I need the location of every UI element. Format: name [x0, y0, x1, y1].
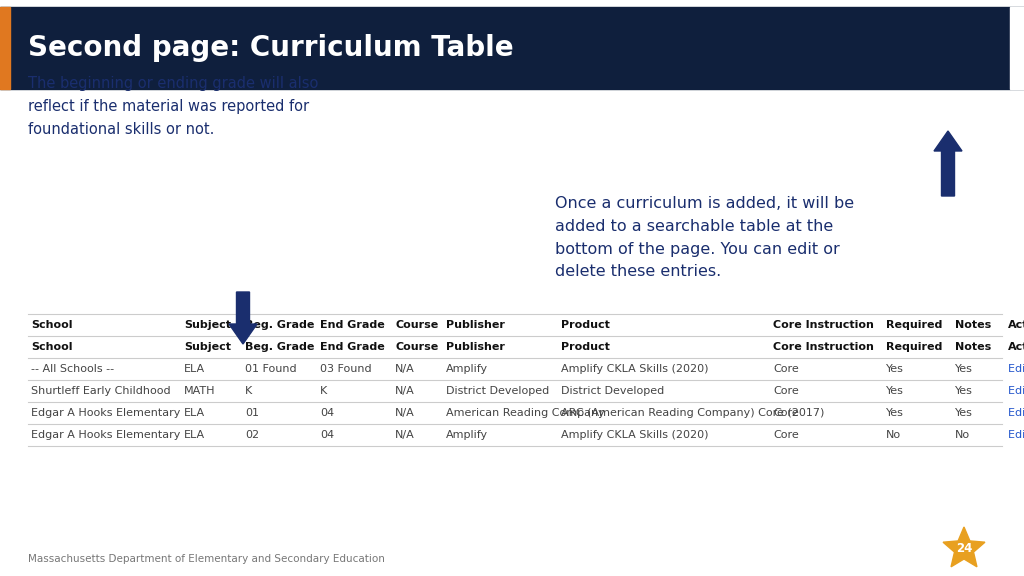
Text: Amplify: Amplify	[445, 364, 488, 374]
Text: Shurtleff Early Childhood: Shurtleff Early Childhood	[31, 386, 171, 396]
Text: End Grade: End Grade	[321, 342, 385, 352]
Text: 03 Found: 03 Found	[321, 364, 372, 374]
Text: Edit Delete: Edit Delete	[1008, 430, 1024, 440]
Text: -- All Schools --: -- All Schools --	[31, 364, 114, 374]
Text: Product: Product	[561, 342, 609, 352]
Text: Yes: Yes	[886, 386, 904, 396]
Text: Notes: Notes	[955, 320, 991, 330]
Text: Core: Core	[773, 364, 799, 374]
Text: Core: Core	[773, 408, 799, 418]
FancyArrow shape	[229, 292, 257, 344]
Text: No: No	[886, 430, 901, 440]
Polygon shape	[943, 527, 985, 567]
Text: Publisher: Publisher	[445, 320, 505, 330]
Text: End Grade: End Grade	[321, 320, 385, 330]
Text: Core: Core	[773, 386, 799, 396]
Text: District Developed: District Developed	[561, 386, 665, 396]
Text: Course: Course	[395, 320, 438, 330]
Text: Massachusetts Department of Elementary and Secondary Education: Massachusetts Department of Elementary a…	[28, 554, 385, 564]
Text: 04: 04	[321, 408, 335, 418]
Text: No: No	[955, 430, 971, 440]
Text: ARC (American Reading Company) Core (2017): ARC (American Reading Company) Core (201…	[561, 408, 824, 418]
Text: Edit Delete: Edit Delete	[1008, 386, 1024, 396]
Text: N/A: N/A	[395, 408, 415, 418]
Text: Edit Delete: Edit Delete	[1008, 408, 1024, 418]
Text: K: K	[321, 386, 328, 396]
Text: Second page: Curriculum Table: Second page: Curriculum Table	[28, 34, 514, 62]
Bar	[1010, 7, 1024, 89]
Text: MATH: MATH	[184, 386, 215, 396]
Text: Yes: Yes	[886, 408, 904, 418]
Text: Yes: Yes	[955, 386, 973, 396]
Text: Yes: Yes	[955, 364, 973, 374]
Text: N/A: N/A	[395, 364, 415, 374]
Text: Edgar A Hooks Elementary: Edgar A Hooks Elementary	[31, 430, 180, 440]
Text: Core Instruction: Core Instruction	[773, 342, 874, 352]
Text: 02: 02	[246, 430, 259, 440]
Text: 24: 24	[955, 543, 972, 555]
Text: N/A: N/A	[395, 386, 415, 396]
Text: Publisher: Publisher	[445, 342, 505, 352]
Text: Beg. Grade: Beg. Grade	[246, 320, 314, 330]
Text: Action: Action	[1008, 342, 1024, 352]
Text: Beg. Grade: Beg. Grade	[246, 342, 314, 352]
Text: Yes: Yes	[955, 408, 973, 418]
Text: School: School	[31, 320, 73, 330]
Text: Required: Required	[886, 320, 942, 330]
Text: Amplify CKLA Skills (2020): Amplify CKLA Skills (2020)	[561, 430, 709, 440]
Text: District Developed: District Developed	[445, 386, 549, 396]
Text: Once a curriculum is added, it will be
added to a searchable table at the
bottom: Once a curriculum is added, it will be a…	[555, 196, 854, 279]
Text: ELA: ELA	[184, 408, 205, 418]
Text: 01: 01	[246, 408, 259, 418]
Text: Amplify: Amplify	[445, 430, 488, 440]
FancyArrow shape	[934, 131, 962, 196]
Text: Product: Product	[561, 320, 609, 330]
Bar	[0, 7, 10, 89]
Text: The beginning or ending grade will also
reflect if the material was reported for: The beginning or ending grade will also …	[28, 76, 318, 137]
Text: Edit Delete: Edit Delete	[1008, 364, 1024, 374]
Text: ELA: ELA	[184, 364, 205, 374]
Text: Core Instruction: Core Instruction	[773, 320, 874, 330]
Text: Action: Action	[1008, 320, 1024, 330]
Text: Subject: Subject	[184, 320, 231, 330]
Text: Edgar A Hooks Elementary: Edgar A Hooks Elementary	[31, 408, 180, 418]
Text: Yes: Yes	[886, 364, 904, 374]
Bar	[0, 7, 1024, 89]
Text: Amplify CKLA Skills (2020): Amplify CKLA Skills (2020)	[561, 364, 709, 374]
Text: Notes: Notes	[955, 342, 991, 352]
Text: K: K	[246, 386, 253, 396]
Text: Required: Required	[886, 342, 942, 352]
Text: Subject: Subject	[184, 342, 231, 352]
Text: N/A: N/A	[395, 430, 415, 440]
Text: School: School	[31, 342, 73, 352]
Text: 01 Found: 01 Found	[246, 364, 297, 374]
Text: American Reading Company: American Reading Company	[445, 408, 605, 418]
Text: Core: Core	[773, 430, 799, 440]
Text: ELA: ELA	[184, 430, 205, 440]
Text: 04: 04	[321, 430, 335, 440]
Text: Course: Course	[395, 342, 438, 352]
